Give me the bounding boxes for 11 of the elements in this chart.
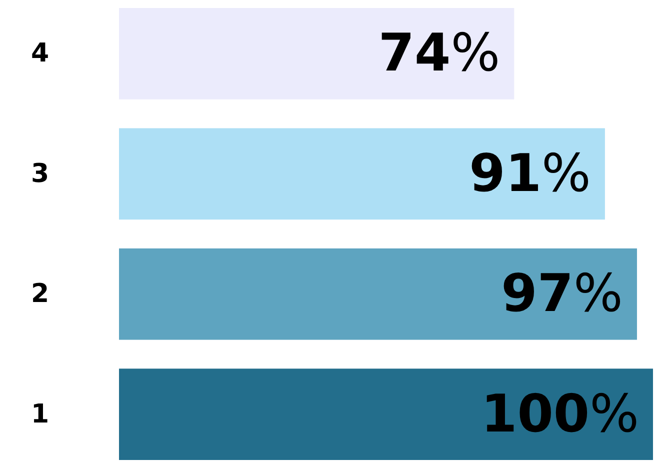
bar xyxy=(119,128,605,220)
data-label: 97% xyxy=(501,264,623,324)
bar xyxy=(119,368,653,460)
data-label: 74% xyxy=(378,24,500,84)
y-tick-label: 3 xyxy=(30,158,50,189)
y-tick-label: 4 xyxy=(30,38,50,69)
bar xyxy=(119,248,637,340)
data-label: 100% xyxy=(481,384,639,444)
y-tick-label: 1 xyxy=(30,399,50,430)
y-tick-label: 2 xyxy=(30,279,50,310)
data-label: 91% xyxy=(469,144,591,204)
